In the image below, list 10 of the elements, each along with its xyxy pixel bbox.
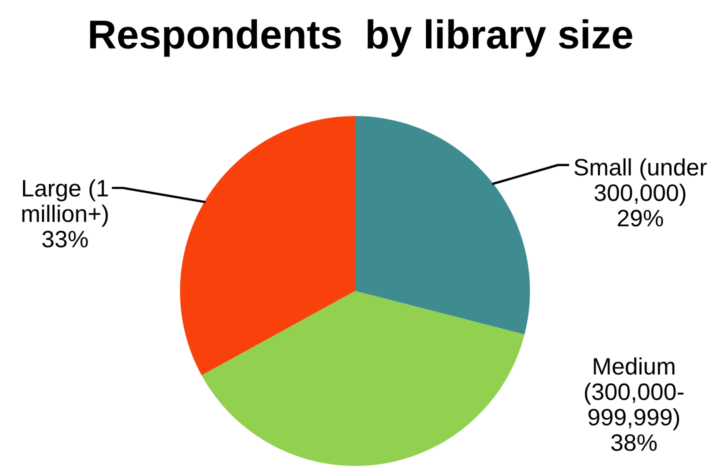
- slice-label: Small (under 300,000): [574, 158, 707, 206]
- data-label: 38%: [611, 434, 657, 451]
- data-label: 33%: [42, 230, 88, 248]
- data-label: 29%: [618, 210, 664, 227]
- slice-label: Medium (300,000- 999,999): [584, 357, 684, 430]
- pie-slice: [180, 116, 355, 376]
- slice-label: Large (1 million+): [22, 179, 108, 227]
- pie-slice: [355, 116, 530, 335]
- chart-title: Respondents by library size: [90, 19, 632, 57]
- pie-slice: [202, 291, 524, 466]
